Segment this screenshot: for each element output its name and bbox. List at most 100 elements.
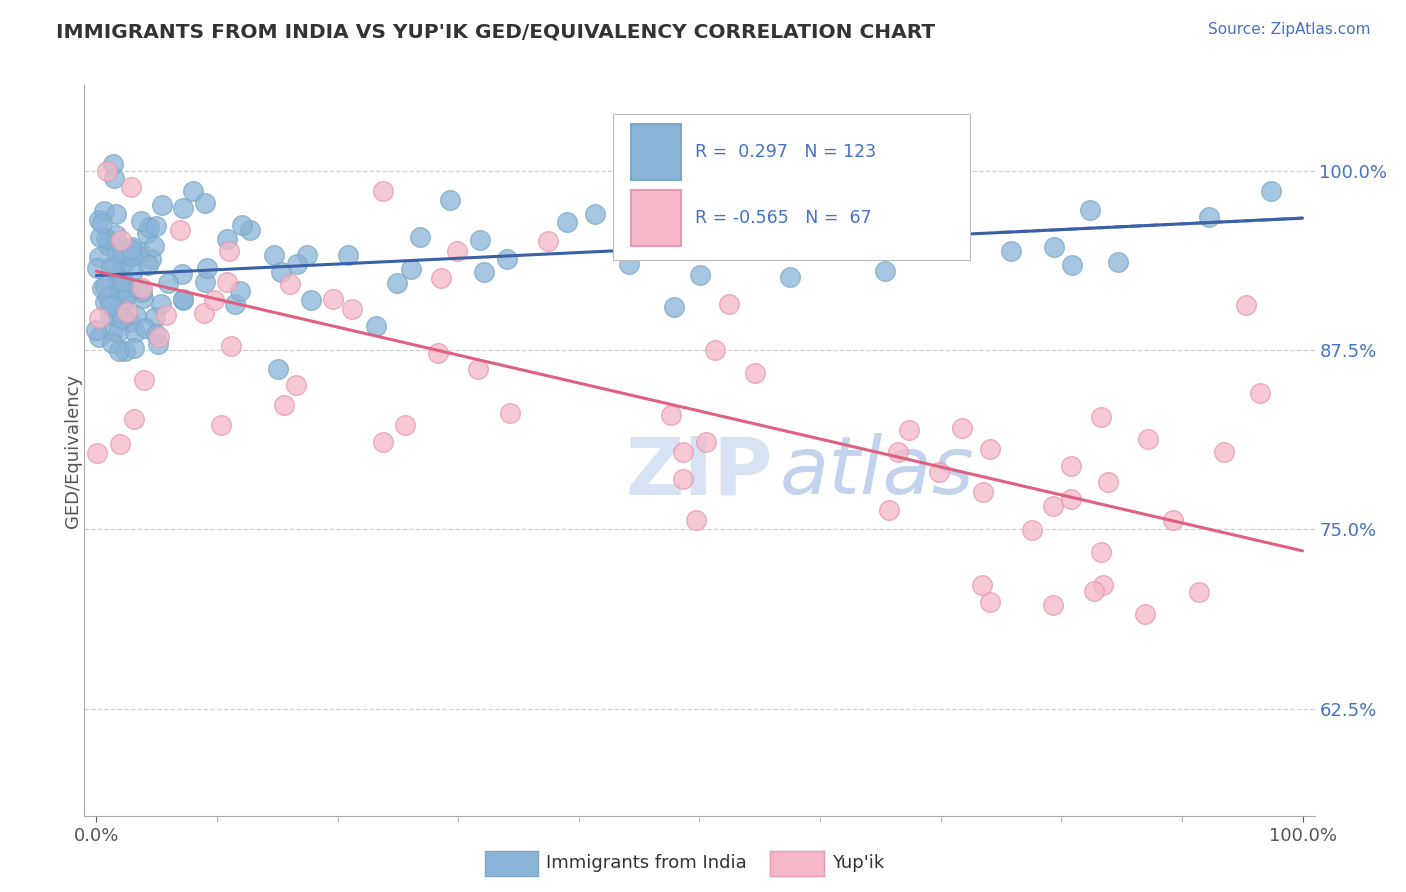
- Point: [496, 252, 519, 267]
- Point: [270, 265, 292, 279]
- Point: [145, 326, 167, 341]
- Point: [818, 175, 841, 189]
- Point: [172, 293, 194, 307]
- Point: [950, 421, 973, 435]
- Point: [583, 206, 606, 220]
- Point: [689, 268, 711, 282]
- Point: [122, 341, 145, 355]
- Point: [430, 270, 453, 285]
- Point: [87, 212, 110, 227]
- Point: [1234, 298, 1257, 312]
- Point: [218, 244, 240, 258]
- Point: [101, 335, 124, 350]
- Point: [779, 270, 801, 285]
- Point: [612, 176, 634, 190]
- Point: [718, 242, 741, 256]
- Point: [132, 373, 155, 387]
- Point: [1249, 386, 1271, 401]
- Point: [194, 275, 217, 289]
- Point: [1042, 599, 1064, 613]
- Point: [1090, 410, 1112, 425]
- Point: [385, 277, 408, 291]
- Point: [295, 248, 318, 262]
- Point: [112, 245, 135, 260]
- Point: [86, 446, 108, 460]
- Point: [94, 231, 117, 245]
- Point: [209, 417, 232, 432]
- Point: [100, 260, 122, 274]
- Point: [141, 252, 163, 266]
- Point: [1060, 492, 1083, 507]
- Point: [87, 311, 110, 326]
- Point: [427, 345, 450, 359]
- Point: [537, 234, 560, 248]
- Text: ZIP: ZIP: [626, 434, 773, 511]
- Point: [468, 233, 491, 247]
- Point: [136, 258, 159, 272]
- Point: [131, 285, 153, 300]
- Point: [1078, 202, 1101, 217]
- Point: [1198, 211, 1220, 225]
- Point: [97, 234, 120, 248]
- Point: [96, 163, 118, 178]
- Point: [112, 257, 135, 271]
- Point: [125, 310, 148, 324]
- Point: [651, 225, 673, 239]
- Point: [149, 297, 172, 311]
- Point: [146, 337, 169, 351]
- Point: [101, 156, 124, 170]
- Point: [239, 223, 262, 237]
- Point: [112, 293, 135, 307]
- Point: [132, 291, 155, 305]
- Point: [1188, 585, 1211, 599]
- Point: [555, 214, 578, 228]
- Point: [299, 293, 322, 307]
- Point: [373, 184, 395, 198]
- Point: [273, 398, 295, 412]
- Point: [322, 292, 344, 306]
- Point: [114, 344, 136, 359]
- Point: [110, 249, 132, 263]
- Point: [821, 229, 844, 244]
- Y-axis label: GED/Equivalency: GED/Equivalency: [65, 374, 82, 527]
- Point: [181, 184, 204, 198]
- Point: [121, 249, 143, 263]
- Text: Immigrants from India: Immigrants from India: [546, 855, 747, 872]
- Point: [142, 239, 165, 253]
- Point: [898, 424, 921, 438]
- Point: [399, 262, 422, 277]
- Point: [105, 268, 128, 283]
- Point: [979, 595, 1001, 609]
- Point: [672, 445, 695, 459]
- Point: [467, 362, 489, 376]
- Point: [285, 257, 308, 271]
- Point: [125, 281, 148, 295]
- Point: [97, 289, 120, 303]
- Point: [121, 240, 143, 254]
- Point: [972, 484, 994, 499]
- Point: [1137, 432, 1160, 446]
- Point: [155, 308, 177, 322]
- Point: [105, 207, 128, 221]
- Point: [120, 179, 142, 194]
- Point: [231, 219, 253, 233]
- Point: [1260, 185, 1282, 199]
- Point: [122, 412, 145, 426]
- Point: [202, 293, 225, 308]
- Point: [633, 192, 655, 206]
- Point: [841, 242, 863, 256]
- Point: [115, 304, 138, 318]
- Point: [1091, 578, 1114, 592]
- Point: [193, 306, 215, 320]
- Point: [195, 261, 218, 276]
- Point: [112, 274, 135, 288]
- Point: [127, 248, 149, 262]
- Point: [143, 310, 166, 325]
- Point: [103, 170, 125, 185]
- Point: [89, 330, 111, 344]
- Point: [267, 362, 290, 376]
- Point: [1133, 607, 1156, 621]
- Point: [90, 216, 112, 230]
- Point: [90, 281, 112, 295]
- Point: [970, 578, 993, 592]
